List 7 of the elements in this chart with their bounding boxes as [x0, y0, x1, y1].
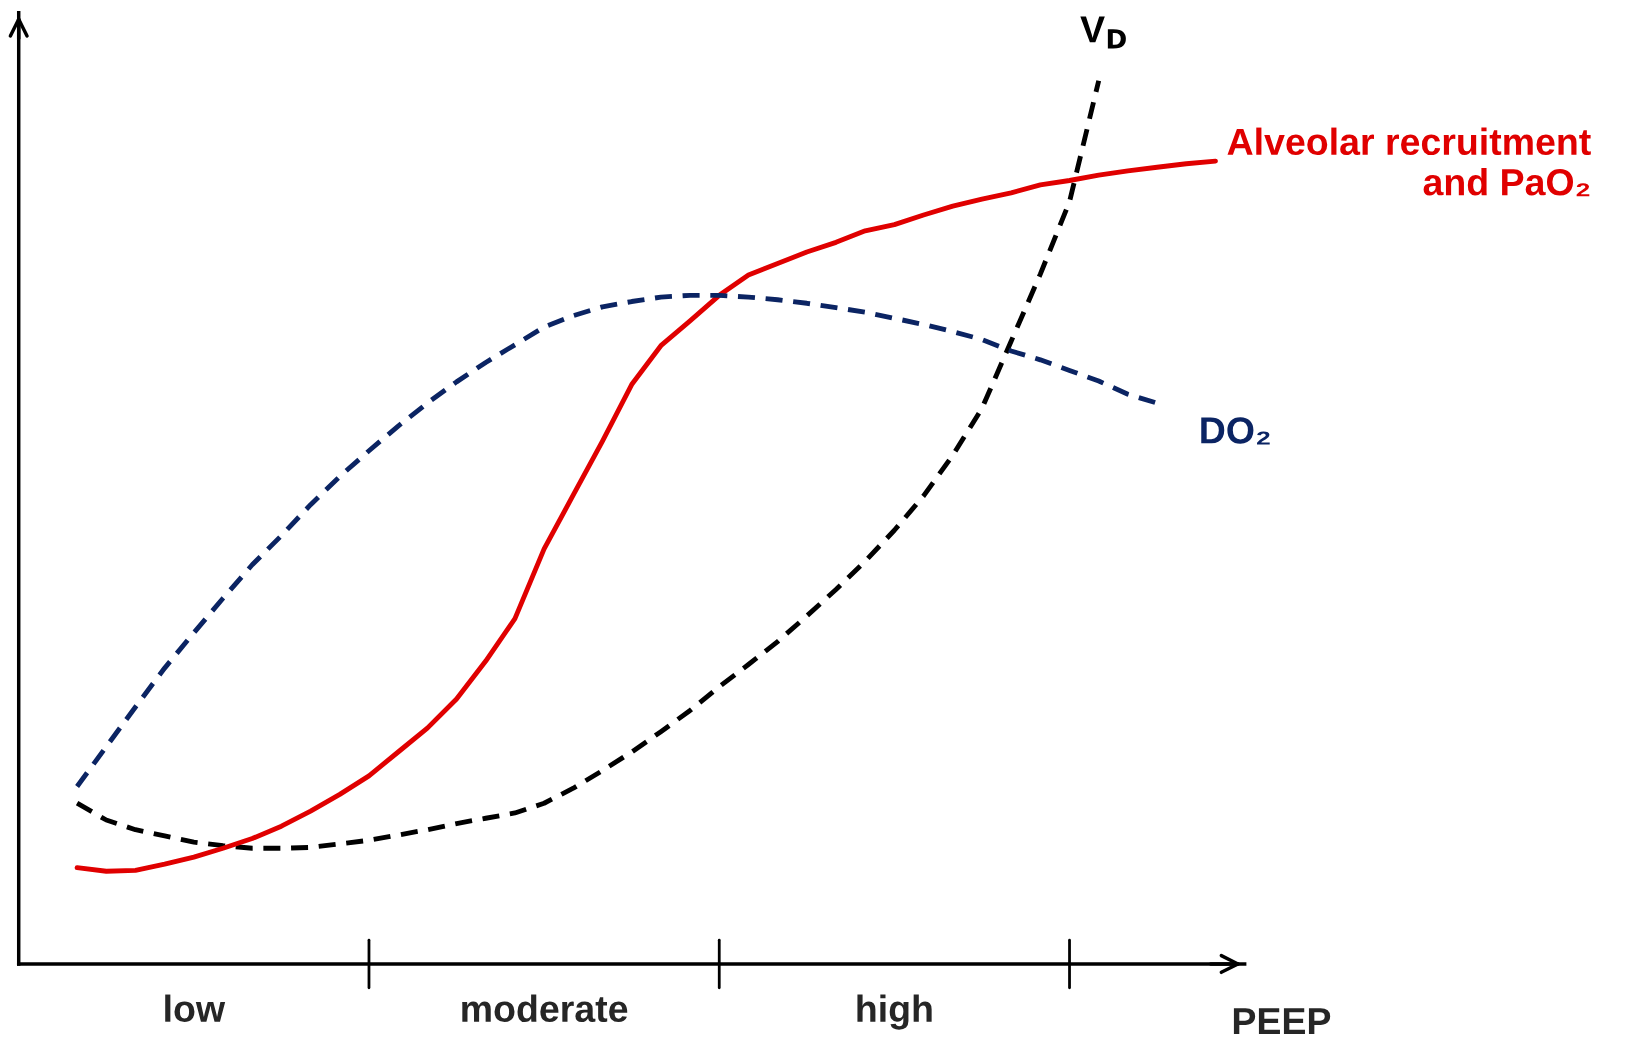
x-axis-title: PEEP: [1233, 1008, 1331, 1034]
x-tick-label: high: [857, 994, 932, 1030]
x-tick-label: moderate: [462, 994, 628, 1023]
series-label: V$_{D}$: [1080, 16, 1126, 49]
x-tick-label: low: [165, 994, 226, 1023]
series-label: Alveolar recruitment and PaO₂: [1227, 127, 1591, 197]
series-label: DO₂: [1201, 417, 1270, 445]
